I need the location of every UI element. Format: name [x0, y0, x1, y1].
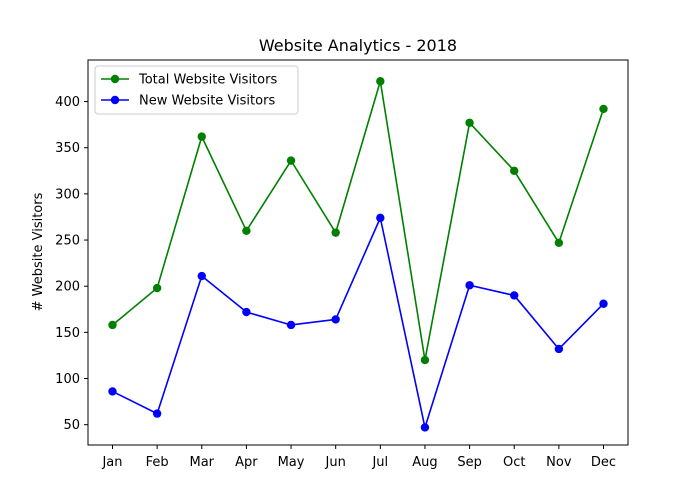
data-point: [108, 320, 117, 330]
y-axis-title: # Website Visitors: [31, 192, 46, 311]
data-point: [242, 307, 251, 317]
chart-title: Website Analytics - 2018: [259, 36, 457, 55]
x-tick-label: Oct: [503, 455, 525, 470]
x-tick-label: Jan: [101, 455, 122, 470]
data-point: [197, 271, 206, 281]
data-point: [420, 423, 430, 432]
x-tick-label: Dec: [591, 455, 616, 470]
plot-frame: [87, 59, 629, 446]
legend-box: [94, 65, 299, 115]
series-line: [111, 80, 605, 361]
y-tick-label: 150: [55, 326, 80, 341]
legend-label: Total Website Visitors: [138, 73, 277, 88]
y-tick-label: 400: [55, 95, 80, 110]
data-point: [376, 213, 385, 223]
x-tick-label: Sep: [457, 455, 482, 470]
data-point: [152, 283, 162, 293]
x-tick-label: Nov: [546, 455, 572, 470]
legend: Total Website Visitors New Website Visito…: [94, 65, 299, 115]
y-tick-label: 200: [55, 280, 80, 295]
legend-label: New Website Visitors: [139, 94, 275, 109]
data-point: [420, 355, 430, 365]
y-tick-label: 250: [55, 234, 80, 249]
plot-area: Jan Feb Mar Apr May Jun Jul Aug Sep Oct Nov Dec 50 10…: [55, 77, 616, 470]
x-tick-label: May: [278, 455, 305, 470]
x-tick-label: Jun: [325, 455, 346, 470]
x-tick-label: Apr: [235, 455, 258, 470]
data-point: [197, 132, 206, 141]
data-point: [465, 118, 474, 127]
data-point: [376, 77, 385, 86]
x-tick-label: Aug: [412, 455, 437, 470]
data-point: [554, 238, 564, 248]
data-point: [242, 226, 251, 236]
x-tick-label: Jul: [371, 455, 388, 470]
data-point: [510, 166, 519, 175]
y-tick-label: 350: [55, 141, 80, 156]
legend-marker: [110, 95, 120, 105]
data-point: [152, 409, 162, 418]
data-point: [510, 291, 519, 300]
y-tick-label: 100: [55, 372, 80, 387]
data-point: [331, 228, 340, 237]
y-tick-label: 50: [63, 418, 80, 433]
x-tick-label: Mar: [190, 455, 215, 470]
data-point: [286, 156, 296, 165]
data-point: [108, 387, 117, 396]
x-tick-label: Feb: [146, 455, 169, 470]
legend-marker: [110, 74, 120, 84]
data-point: [465, 281, 474, 290]
data-point: [554, 344, 564, 354]
data-point: [599, 299, 608, 308]
data-point: [331, 315, 340, 324]
series-line: [112, 217, 605, 429]
data-point: [599, 104, 608, 114]
data-point: [286, 320, 296, 330]
y-tick-label: 300: [55, 187, 80, 202]
